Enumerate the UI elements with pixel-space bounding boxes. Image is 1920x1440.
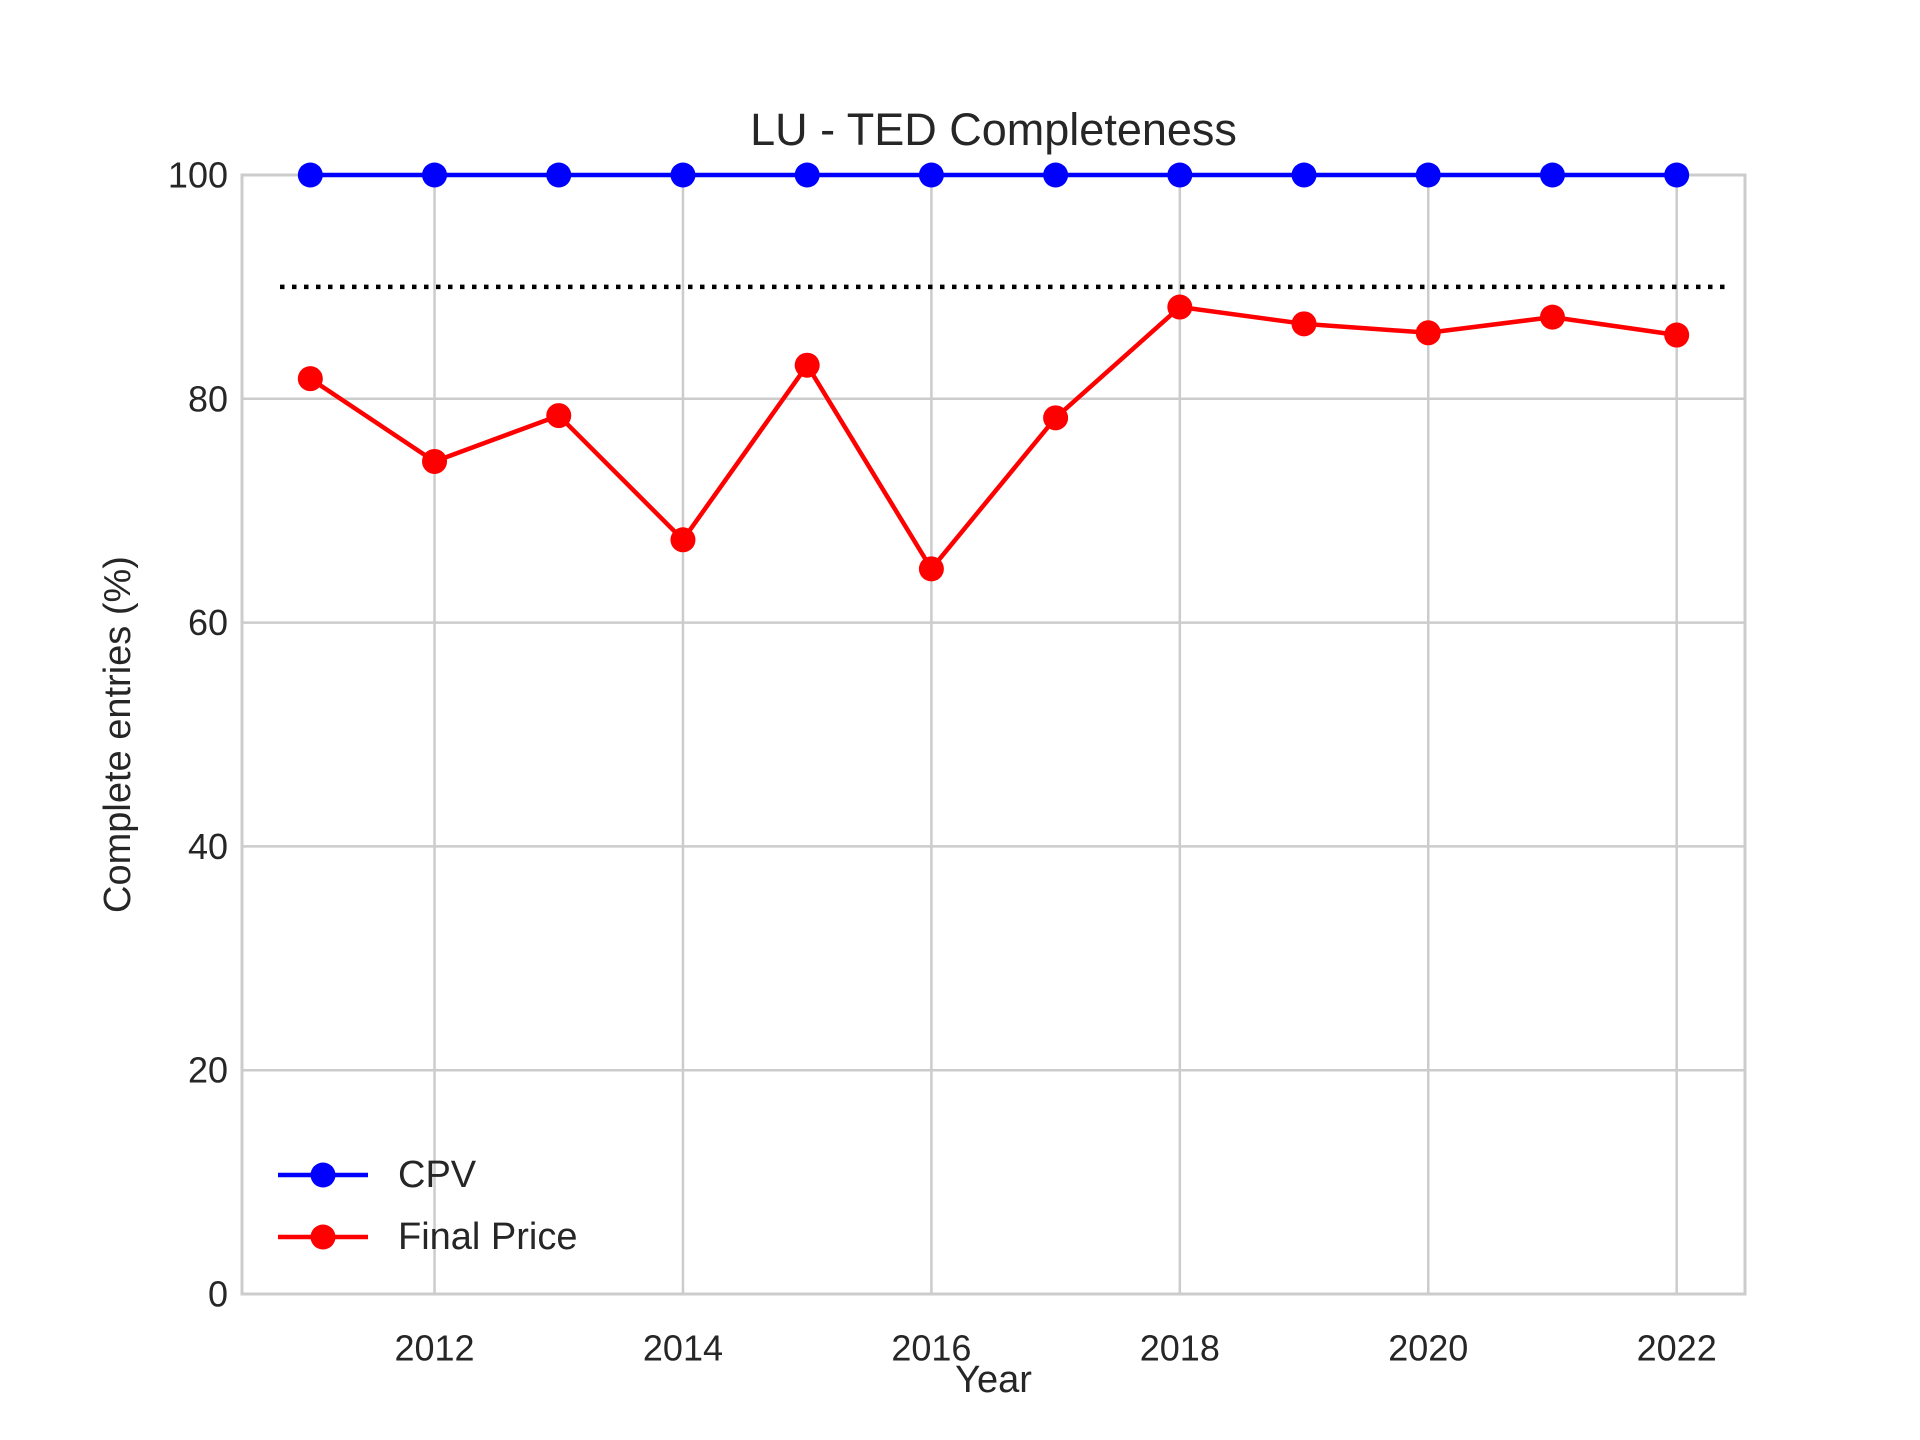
y-tick-label: 80: [188, 378, 228, 419]
data-point: [297, 366, 323, 392]
data-point: [1167, 294, 1193, 320]
x-tick-label: 2014: [643, 1327, 723, 1368]
data-point: [422, 162, 448, 188]
data-point: [1291, 162, 1317, 188]
y-axis-label: Complete entries (%): [97, 556, 139, 913]
legend-item: CPV: [278, 1154, 477, 1196]
x-tick-label: 2016: [891, 1327, 971, 1368]
series-layer: [297, 162, 1690, 582]
series-final-price: [297, 294, 1690, 582]
data-point: [1415, 162, 1441, 188]
data-point: [1539, 162, 1565, 188]
data-point: [918, 162, 944, 188]
data-point: [670, 527, 696, 553]
legend-label: Final Price: [398, 1216, 578, 1258]
y-tick-label: 20: [188, 1050, 228, 1091]
data-point: [546, 162, 572, 188]
y-tick-label: 60: [188, 602, 228, 643]
legend-swatch-marker: [310, 1224, 336, 1250]
data-point: [546, 403, 572, 429]
tick-labels: 2012 2014 2016 2018 2020 2022 0 20 40 60 80 100: [168, 155, 1717, 1369]
data-point: [1664, 322, 1690, 348]
data-point: [422, 448, 448, 474]
y-tick-label: 100: [168, 155, 228, 196]
x-tick-label: 2020: [1388, 1327, 1468, 1368]
y-tick-label: 40: [188, 826, 228, 867]
data-point: [1415, 320, 1441, 346]
data-point: [670, 162, 696, 188]
legend: CPV Final Price: [278, 1154, 578, 1258]
legend-item: Final Price: [278, 1216, 578, 1258]
data-point: [1291, 311, 1317, 337]
data-point: [794, 352, 820, 378]
legend-label: CPV: [398, 1154, 477, 1196]
data-point: [1043, 405, 1069, 431]
x-tick-label: 2012: [394, 1327, 474, 1368]
data-point: [1043, 162, 1069, 188]
series-cpv: [297, 162, 1690, 188]
chart-title: LU - TED Completeness: [750, 104, 1237, 155]
y-tick-label: 0: [208, 1274, 228, 1315]
data-point: [1539, 304, 1565, 330]
x-tick-label: 2022: [1637, 1327, 1717, 1368]
data-point: [794, 162, 820, 188]
legend-swatch-marker: [310, 1162, 336, 1188]
x-axis-label: Year: [955, 1359, 1032, 1401]
data-point: [297, 162, 323, 188]
series-line: [309, 304, 1678, 572]
data-point: [1167, 162, 1193, 188]
x-tick-label: 2018: [1140, 1327, 1220, 1368]
data-point: [918, 556, 944, 582]
data-point: [1664, 162, 1690, 188]
